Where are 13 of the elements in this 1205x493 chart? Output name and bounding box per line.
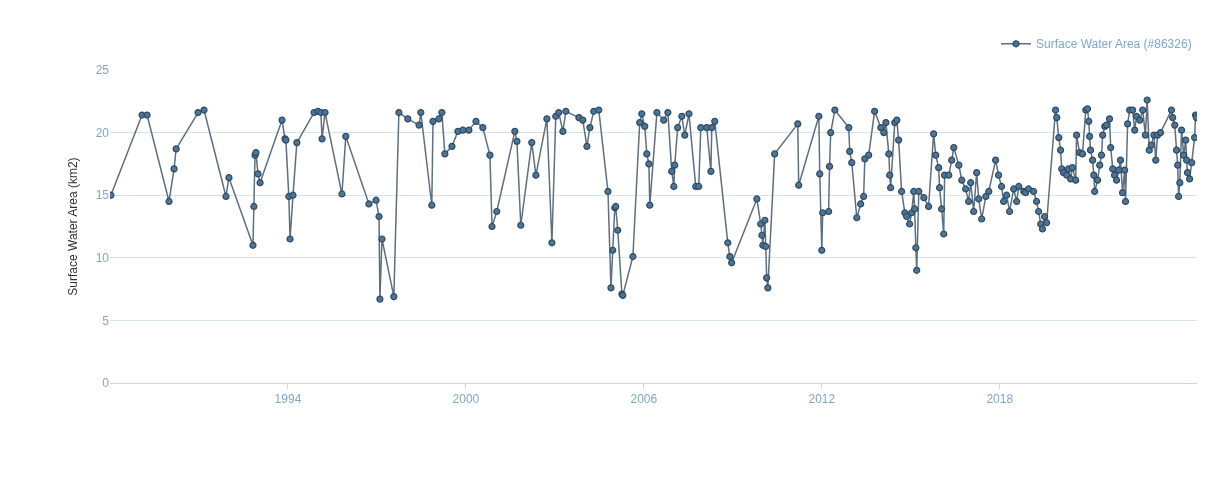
y-tick-label: 5: [102, 313, 110, 328]
x-tick-label: 2006: [630, 392, 658, 407]
x-tick-label: 2000: [452, 392, 480, 407]
x-tick-label: 2018: [986, 392, 1014, 407]
y-tick-label: 10: [95, 251, 110, 265]
y-axis-title: Surface Water Area (km2): [65, 157, 80, 296]
y-tick-label: 25: [95, 63, 110, 78]
y-tick-label: 15: [95, 188, 110, 203]
y-tick-label: 20: [95, 125, 110, 140]
y-tick-label: 0: [102, 376, 110, 391]
x-tick-label: 2012: [808, 392, 836, 407]
legend-label: Surface Water Area (#86326): [1036, 37, 1192, 52]
x-tick-label: 1994: [274, 392, 302, 407]
